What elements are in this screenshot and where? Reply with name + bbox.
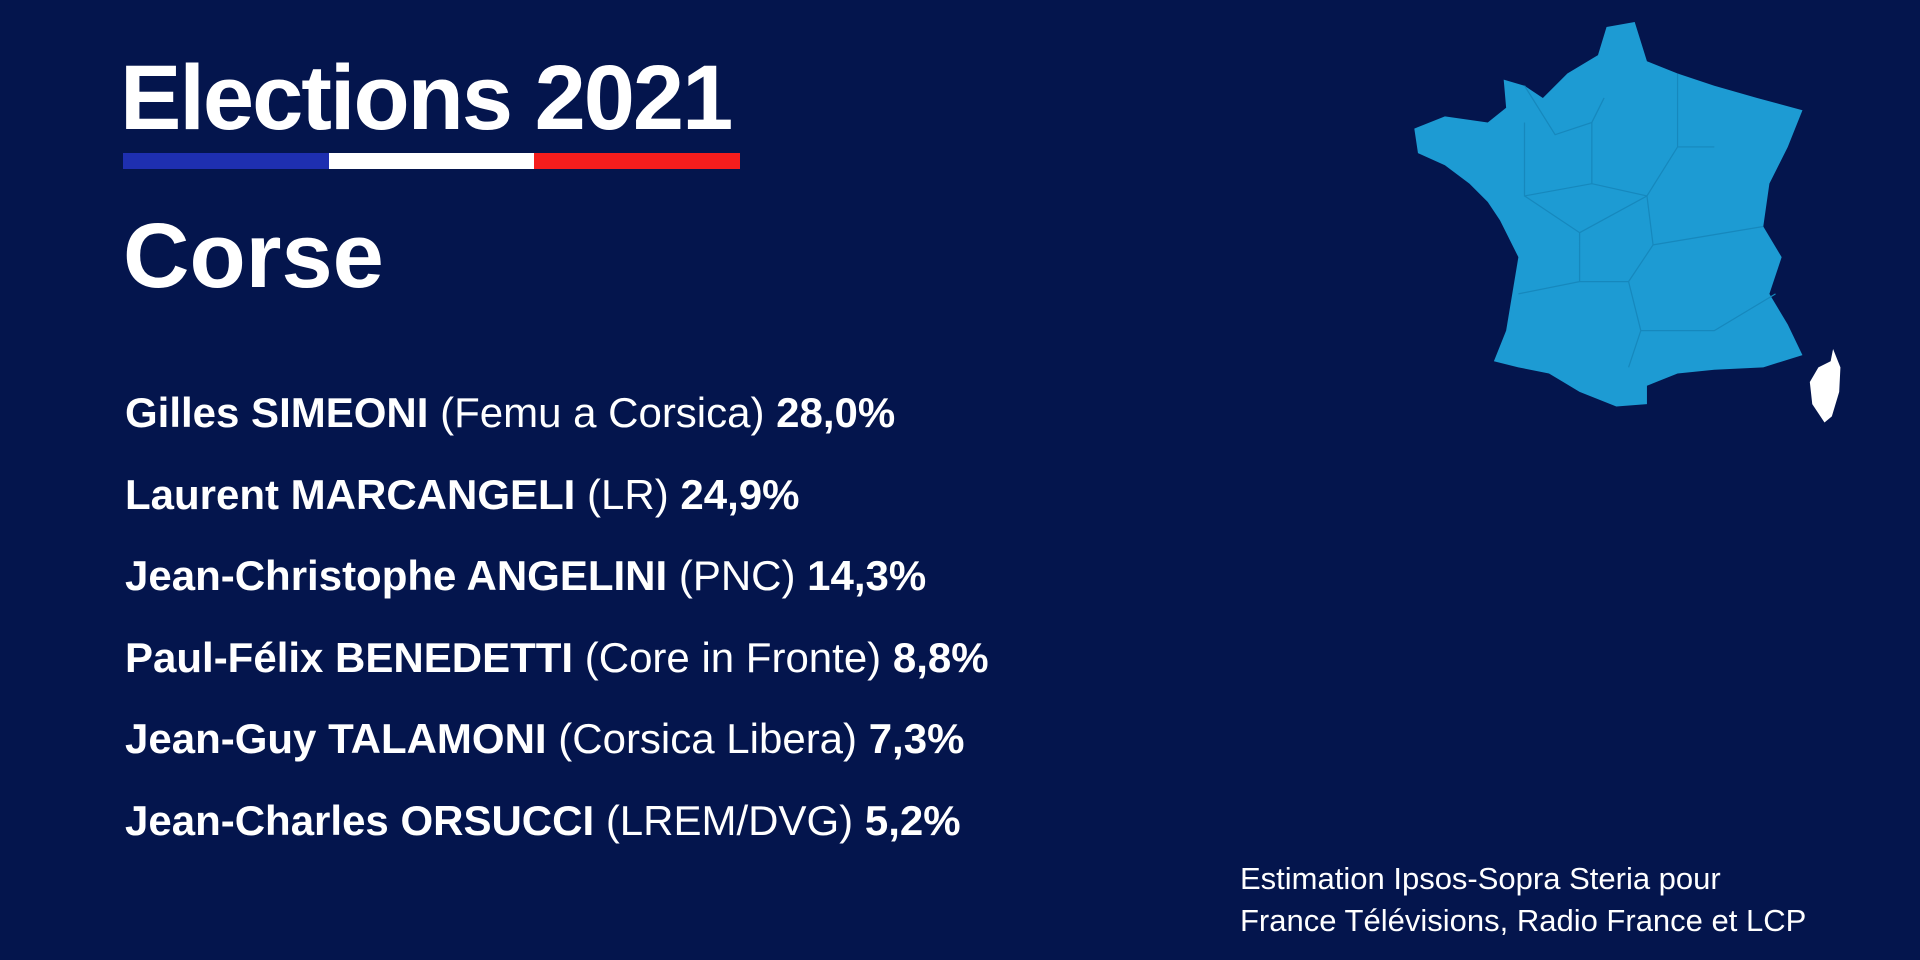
party: (Core in Fronte) xyxy=(584,633,882,681)
vote-share: 5,2% xyxy=(864,796,961,844)
corsica xyxy=(1809,348,1841,423)
source-line: France Télévisions, Radio France et LCP xyxy=(1240,903,1807,938)
vote-share: 24,9% xyxy=(680,470,800,518)
flag-white xyxy=(328,153,535,169)
candidate-name: Jean-Christophe ANGELINI xyxy=(125,552,668,599)
party: (Femu a Corsica) xyxy=(440,389,765,436)
result-row: Jean-Guy TALAMONI (Corsica Libera) 7,3% xyxy=(125,711,989,793)
result-row: Laurent MARCANGELI (LR) 24,9% xyxy=(125,467,989,549)
source-note: Estimation Ipsos-Sopra Steria pour Franc… xyxy=(1240,858,1806,942)
party: (PNC) xyxy=(678,552,796,599)
candidate-name: Paul-Félix BENEDETTI xyxy=(125,633,574,681)
tricolor-bar xyxy=(123,153,741,169)
vote-share: 14,3% xyxy=(807,552,927,599)
region-borders xyxy=(1518,73,1776,368)
vote-share: 8,8% xyxy=(892,633,989,681)
title: Elections 2021 xyxy=(120,47,733,149)
candidate-name: Gilles SIMEONI xyxy=(125,389,429,436)
candidate-name: Jean-Charles ORSUCCI xyxy=(125,796,595,844)
flag-red xyxy=(534,153,741,169)
party: (Corsica Libera) xyxy=(558,715,858,762)
flag-blue xyxy=(123,153,329,169)
results-list: Gilles SIMEONI (Femu a Corsica) 28,0% Lau… xyxy=(125,385,989,874)
source-line: Estimation Ipsos-Sopra Steria pour xyxy=(1240,861,1721,896)
party: (LR) xyxy=(587,470,669,518)
result-row: Jean-Christophe ANGELINI (PNC) 14,3% xyxy=(125,548,989,630)
result-row: Paul-Félix BENEDETTI (Core in Fronte) 8,… xyxy=(125,630,989,712)
result-row: Jean-Charles ORSUCCI (LREM/DVG) 5,2% xyxy=(125,793,989,875)
candidate-name: Laurent MARCANGELI xyxy=(125,470,576,518)
party: (LREM/DVG) xyxy=(605,796,854,844)
candidate-name: Jean-Guy TALAMONI xyxy=(125,715,547,762)
region: Corse xyxy=(123,205,384,307)
france-mainland xyxy=(1414,22,1803,407)
vote-share: 28,0% xyxy=(776,389,896,436)
result-row: Gilles SIMEONI (Femu a Corsica) 28,0% xyxy=(125,385,989,467)
vote-share: 7,3% xyxy=(868,715,965,762)
